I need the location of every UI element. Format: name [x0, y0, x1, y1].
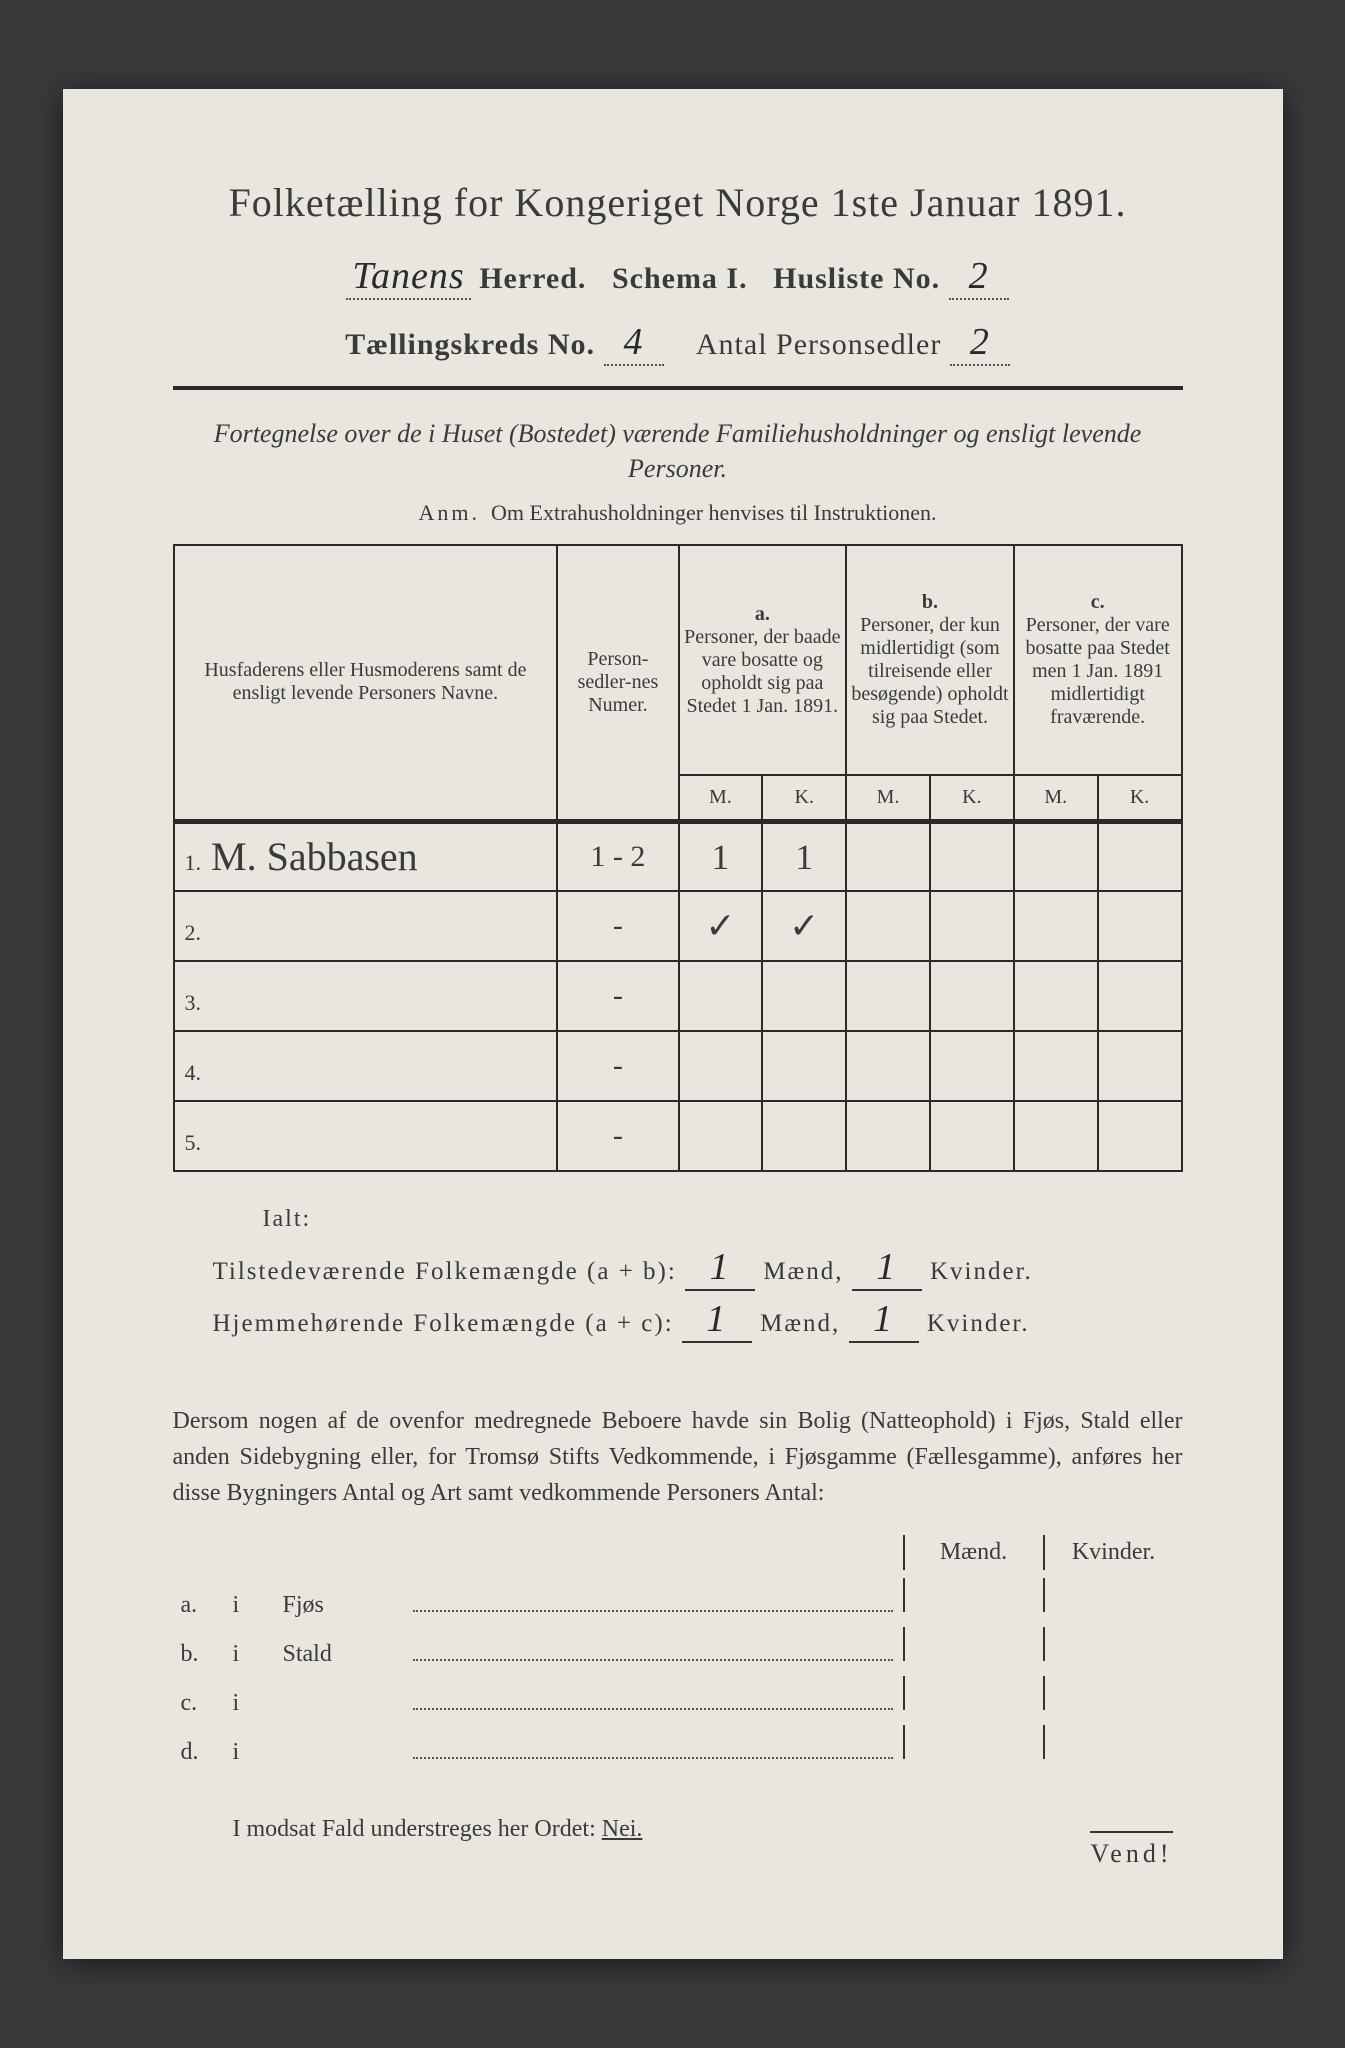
herred-value: Tanens	[346, 254, 470, 300]
th-a-k: K.	[762, 775, 846, 821]
building-paragraph: Dersom nogen af de ovenfor medregnede Be…	[173, 1403, 1183, 1511]
husliste-value: 2	[949, 254, 1009, 300]
table-row: 4.-	[174, 1031, 1182, 1101]
sum-home-maend: Mænd,	[760, 1310, 840, 1337]
sum-present-k: 1	[852, 1245, 922, 1291]
annotation-line: Anm. Om Extrahusholdninger henvises til …	[173, 500, 1183, 526]
herred-label: Herred.	[479, 262, 586, 295]
page-title: Folketælling for Kongeriget Norge 1ste J…	[173, 179, 1183, 226]
schema-label: Schema I.	[612, 262, 748, 295]
th-a: a.Personer, der baade vare bosatte og op…	[679, 545, 847, 775]
th-b-k: K.	[930, 775, 1014, 821]
sum-present: Tilstedeværende Folkemængde (a + b): 1 M…	[213, 1245, 1183, 1291]
ialt-label: Ialt:	[263, 1206, 1183, 1233]
anm-text: Om Extrahusholdninger henvises til Instr…	[491, 500, 936, 525]
sum-present-m: 1	[685, 1245, 755, 1291]
th-c-m: M.	[1014, 775, 1098, 821]
nei-word: Nei.	[602, 1816, 643, 1842]
sum-present-label: Tilstedeværende Folkemængde (a + b):	[213, 1258, 677, 1285]
table-row: 1.M. Sabbasen1 - 211	[174, 821, 1182, 891]
subtitle: Fortegnelse over de i Huset (Bostedet) v…	[173, 416, 1183, 486]
nei-line: I modsat Fald understreges her Ordet: Ne…	[233, 1816, 1183, 1843]
building-rows: a.iFjøs b.iStald c.i d.i	[173, 1578, 1183, 1766]
mk-maend: Mænd.	[903, 1535, 1043, 1570]
nei-text: I modsat Fald understreges her Ordet:	[233, 1816, 596, 1842]
sum-present-maend: Mænd,	[763, 1258, 843, 1285]
sum-home-kvinder: Kvinder.	[927, 1310, 1030, 1337]
th-name: Husfaderens eller Husmoderens samt de en…	[174, 545, 558, 821]
sum-home-label: Hjemmehørende Folkemængde (a + c):	[213, 1310, 674, 1337]
sum-present-kvinder: Kvinder.	[930, 1258, 1033, 1285]
kreds-label: Tællingskreds No.	[345, 328, 595, 361]
census-form-page: Folketælling for Kongeriget Norge 1ste J…	[63, 89, 1283, 1959]
census-table-body: 1.M. Sabbasen1 - 2112.-✓✓3.-4.-5.-	[174, 821, 1182, 1171]
header-line-2: Tanens Herred. Schema I. Husliste No. 2	[173, 254, 1183, 300]
table-row: 5.-	[174, 1101, 1182, 1171]
husliste-label: Husliste No.	[773, 262, 940, 295]
sum-home: Hjemmehørende Folkemængde (a + c): 1 Mæn…	[213, 1297, 1183, 1343]
building-row: d.i	[173, 1725, 1183, 1766]
header-line-3: Tællingskreds No. 4 Antal Personsedler 2	[173, 320, 1183, 366]
divider	[173, 386, 1183, 390]
vend-label: Vend!	[1090, 1831, 1172, 1869]
th-b-m: M.	[846, 775, 930, 821]
mk-header: Mænd. Kvinder.	[173, 1535, 1183, 1570]
building-row: a.iFjøs	[173, 1578, 1183, 1619]
mk-kvinder: Kvinder.	[1043, 1535, 1183, 1570]
th-c-k: K.	[1098, 775, 1182, 821]
table-row: 3.-	[174, 961, 1182, 1031]
building-row: c.i	[173, 1676, 1183, 1717]
antal-value: 2	[950, 320, 1010, 366]
sum-home-k: 1	[849, 1297, 919, 1343]
kreds-value: 4	[604, 320, 664, 366]
th-c: c.Personer, der vare bosatte paa Stedet …	[1014, 545, 1182, 775]
census-table: Husfaderens eller Husmoderens samt de en…	[173, 544, 1183, 1172]
building-row: b.iStald	[173, 1627, 1183, 1668]
th-a-m: M.	[679, 775, 763, 821]
th-b: b.Personer, der kun midlertidigt (som ti…	[846, 545, 1014, 775]
table-row: 2.-✓✓	[174, 891, 1182, 961]
anm-prefix: Anm.	[419, 500, 481, 525]
th-num: Person-sedler-nes Numer.	[557, 545, 678, 821]
antal-label: Antal Personsedler	[696, 328, 941, 361]
sum-home-m: 1	[682, 1297, 752, 1343]
